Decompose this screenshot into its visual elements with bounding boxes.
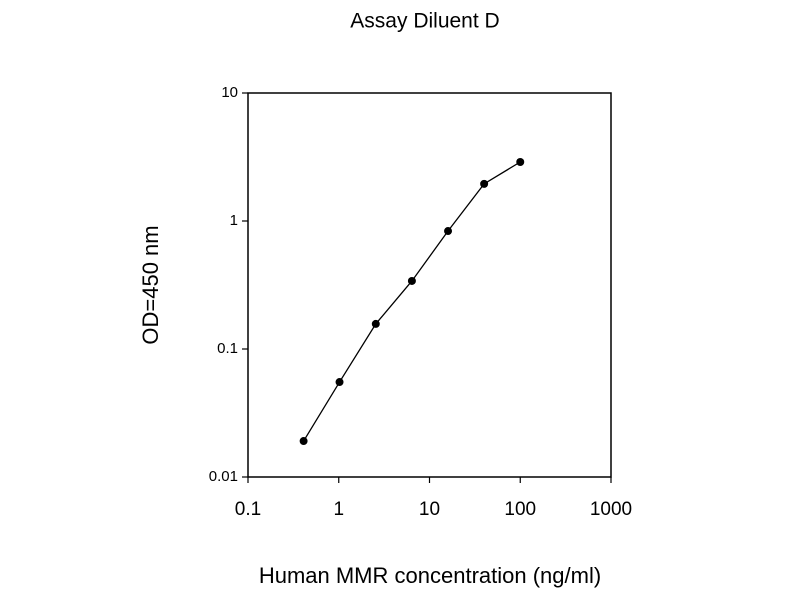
x-tick-label: 100 [504,499,536,520]
x-tick-label: 0.1 [235,499,261,520]
data-point [335,378,344,387]
data-point [371,319,380,328]
y-tick-label: 0.01 [209,468,238,485]
data-point [299,437,308,446]
x-tick-label: 1 [333,499,344,520]
plot-frame [247,92,612,478]
y-tick-label: 10 [221,84,238,101]
chart-title: Assay Diluent D [350,10,499,33]
y-tick-label: 0.1 [217,340,238,357]
y-axis-label: OD=450 nm [138,225,163,344]
data-point [444,227,453,236]
x-tick-label: 1000 [590,499,632,520]
data-line [303,161,521,442]
data-point [516,158,525,167]
data-point [480,179,489,188]
data-point [407,276,416,285]
x-axis-label: Human MMR concentration (ng/ml) [259,563,601,588]
x-tick-label: 10 [419,499,440,520]
y-tick-label: 1 [230,212,238,229]
